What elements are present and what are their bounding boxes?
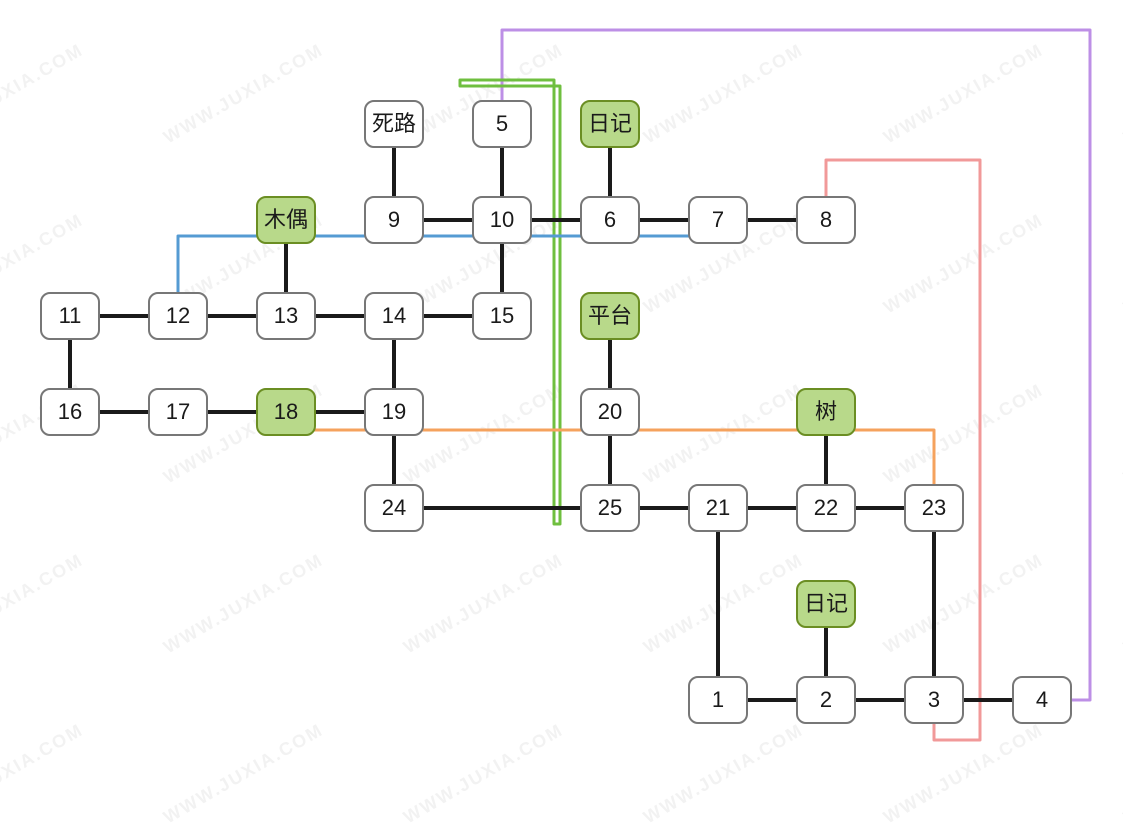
path-red: [826, 160, 980, 740]
node-n9: 9: [364, 196, 424, 244]
node-n15: 15: [472, 292, 532, 340]
node-n25: 25: [580, 484, 640, 532]
node-label: 18: [274, 401, 298, 423]
watermark-text: WWW.JUXIA.COM: [640, 380, 807, 489]
watermark-text: WWW.JUXIA.COM: [640, 550, 807, 659]
watermark-text: WWW.JUXIA.COM: [640, 720, 807, 828]
node-label: 21: [706, 497, 730, 519]
node-n19: 19: [364, 388, 424, 436]
node-label: 20: [598, 401, 622, 423]
node-label: 10: [490, 209, 514, 231]
watermark-text: WWW.JUXIA.COM: [160, 40, 327, 149]
watermark-text: WWW.JUXIA.COM: [400, 380, 567, 489]
node-label: 22: [814, 497, 838, 519]
watermark-text: WWW.JUXIA.COM: [400, 550, 567, 659]
watermark-text: WWW.JUXIA.COM: [0, 40, 87, 149]
watermark-text: WWW.JUXIA.COM: [0, 720, 87, 828]
node-label: 1: [712, 689, 724, 711]
node-n12: 12: [148, 292, 208, 340]
node-label: 9: [388, 209, 400, 231]
watermark-text: WWW.JUXIA.COM: [880, 380, 1047, 489]
node-n5: 5: [472, 100, 532, 148]
node-label: 5: [496, 113, 508, 135]
node-label: 日记: [804, 593, 848, 615]
node-n18: 18: [256, 388, 316, 436]
watermark-text: WWW.JUXIA.COM: [160, 720, 327, 828]
node-diary1: 日记: [580, 100, 640, 148]
node-label: 日记: [588, 113, 632, 135]
node-label: 19: [382, 401, 406, 423]
node-puppet: 木偶: [256, 196, 316, 244]
watermark-text: WWW.JUXIA.COM: [400, 720, 567, 828]
node-label: 24: [382, 497, 406, 519]
node-label: 13: [274, 305, 298, 327]
node-n10: 10: [472, 196, 532, 244]
node-n7: 7: [688, 196, 748, 244]
node-n11: 11: [40, 292, 100, 340]
watermark-text: WWW.JUXIA.COM: [880, 720, 1047, 828]
node-n22: 22: [796, 484, 856, 532]
node-label: 14: [382, 305, 406, 327]
node-label: 6: [604, 209, 616, 231]
node-label: 11: [59, 305, 82, 327]
node-n20: 20: [580, 388, 640, 436]
node-label: 12: [166, 305, 190, 327]
node-label: 8: [820, 209, 832, 231]
watermark-text: WWW.JUXIA.COM: [160, 550, 327, 659]
node-label: 23: [922, 497, 946, 519]
node-label: 17: [166, 401, 190, 423]
node-n3: 3: [904, 676, 964, 724]
node-label: 16: [58, 401, 82, 423]
watermark-text: WWW.JUXIA.COM: [880, 210, 1047, 319]
node-n8: 8: [796, 196, 856, 244]
node-n23: 23: [904, 484, 964, 532]
node-n24: 24: [364, 484, 424, 532]
node-n13: 13: [256, 292, 316, 340]
node-label: 平台: [588, 305, 632, 327]
node-label: 25: [598, 497, 622, 519]
node-tree: 树: [796, 388, 856, 436]
node-n4: 4: [1012, 676, 1072, 724]
watermark-text: WWW.JUXIA.COM: [880, 550, 1047, 659]
node-diary2: 日记: [796, 580, 856, 628]
node-n2: 2: [796, 676, 856, 724]
diagram-stage: WWW.JUXIA.COM WWW.JUXIA.COM WWW.JUXIA.COM W…: [0, 0, 1123, 794]
node-label: 树: [815, 401, 837, 423]
node-n21: 21: [688, 484, 748, 532]
watermark-text: WWW.JUXIA.COM: [640, 40, 807, 149]
node-label: 4: [1036, 689, 1048, 711]
node-label: 15: [490, 305, 514, 327]
node-label: 3: [928, 689, 940, 711]
node-dead: 死路: [364, 100, 424, 148]
path-orange: [286, 430, 934, 488]
node-label: 2: [820, 689, 832, 711]
node-label: 7: [712, 209, 724, 231]
node-n6: 6: [580, 196, 640, 244]
watermark-text: WWW.JUXIA.COM: [880, 40, 1047, 149]
node-n16: 16: [40, 388, 100, 436]
watermark-text: WWW.JUXIA.COM: [0, 550, 87, 659]
node-label: 死路: [372, 113, 416, 135]
node-n17: 17: [148, 388, 208, 436]
node-plat: 平台: [580, 292, 640, 340]
node-label: 木偶: [264, 209, 308, 231]
node-n1: 1: [688, 676, 748, 724]
node-n14: 14: [364, 292, 424, 340]
